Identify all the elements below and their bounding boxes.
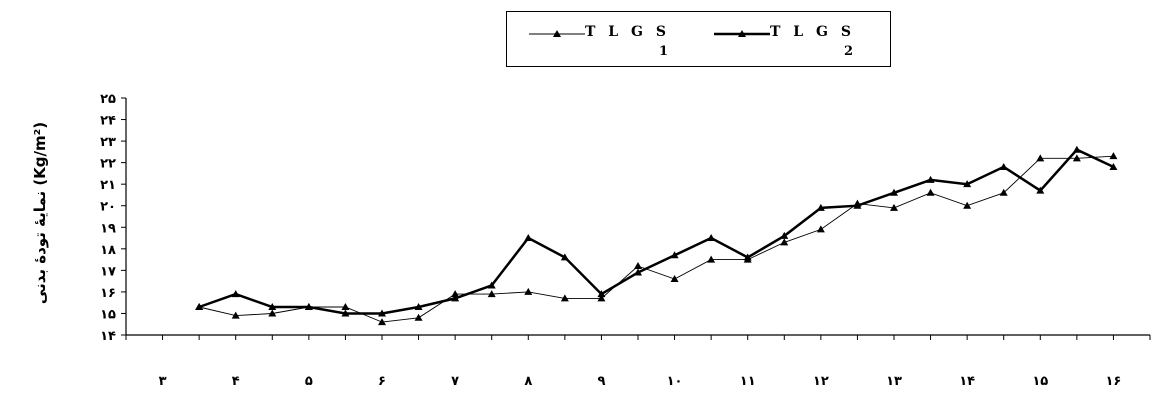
series-2-point xyxy=(1072,145,1081,153)
series-1-point xyxy=(378,318,386,326)
tick-marks xyxy=(121,97,1151,340)
series-1-point xyxy=(1072,154,1081,162)
series-1-point xyxy=(926,188,935,196)
series-1-point xyxy=(707,255,716,263)
series-2-point xyxy=(378,309,386,317)
x-tick-label: ۹ xyxy=(597,374,605,389)
legend-sub-2: 2 xyxy=(844,44,854,59)
x-tick-label: ۱۶ xyxy=(1105,374,1121,389)
series-1-point xyxy=(451,290,460,298)
x-tick-label: ۱۲ xyxy=(813,374,829,389)
series-2-point xyxy=(853,201,862,209)
legend-swatch-2 xyxy=(714,30,770,37)
series-2-point xyxy=(487,281,496,289)
legend-sub-1: 1 xyxy=(659,44,669,59)
y-tick-label: ۲۲ xyxy=(100,157,116,172)
series-2-point xyxy=(231,290,240,298)
series-1-point xyxy=(414,313,423,321)
series-2-point xyxy=(890,188,898,196)
y-tick-label: ۲۴ xyxy=(100,114,116,129)
series-2-point xyxy=(268,302,277,310)
legend: T L G S 1 T L G S 2 xyxy=(506,11,891,67)
series-2-point xyxy=(963,180,972,188)
series-line-2 xyxy=(198,148,1114,315)
y-tick-label: ۲۳ xyxy=(100,135,116,150)
y-tick-label: ۲۵ xyxy=(100,92,116,107)
series-2-point xyxy=(524,234,533,242)
series-1-point xyxy=(890,203,898,211)
x-tick-label: ۱۵ xyxy=(1032,374,1048,389)
series-1-point xyxy=(816,225,825,233)
y-tick-label: ۲۰ xyxy=(100,200,116,215)
series-1-point xyxy=(634,262,642,270)
series-2-point xyxy=(195,302,204,310)
legend-entry-1: T L G S 1 xyxy=(527,18,697,59)
y-tick-label: ۲۱ xyxy=(100,178,116,193)
series-2-point xyxy=(597,290,606,298)
x-tick-label: ۱۰ xyxy=(667,374,683,389)
y-tick-label: ۱۸ xyxy=(100,243,116,258)
series-2-point xyxy=(780,231,789,239)
series-2-point xyxy=(451,294,460,302)
series-2-point xyxy=(304,302,313,310)
series-2-point xyxy=(1036,186,1045,194)
x-tick-label: ۱۱ xyxy=(740,374,756,389)
legend-entry-2: T L G S 2 xyxy=(712,18,882,59)
series-2-point xyxy=(816,203,825,211)
series-1-point xyxy=(780,238,789,246)
series-1-point xyxy=(1109,152,1118,160)
x-tick-label: ۶ xyxy=(378,374,386,389)
series-1-point xyxy=(231,311,240,319)
x-tick-label: ۱۴ xyxy=(959,374,975,389)
y-tick-label: ۱۹ xyxy=(100,221,116,236)
series-markers xyxy=(195,145,1118,326)
series-2-point xyxy=(707,234,716,242)
y-tick-label: ۱۶ xyxy=(100,286,116,301)
series-1-point xyxy=(670,274,679,282)
series-2-point xyxy=(634,268,642,276)
series-1-point xyxy=(597,294,606,302)
y-tick-label: ۱۵ xyxy=(100,307,116,322)
series-lines xyxy=(198,148,1114,323)
y-tick-label: ۱۷ xyxy=(100,264,116,279)
legend-label-1: T L G S xyxy=(585,24,670,40)
series-1-point xyxy=(524,287,533,295)
series-2-point xyxy=(560,253,569,261)
x-tick-label: ۳ xyxy=(159,374,167,389)
series-1-point xyxy=(963,201,972,209)
series-1-point xyxy=(560,294,569,302)
x-tick-label: ۵ xyxy=(305,374,313,389)
y-axis-label-text: نمایهٔ تودهٔ بدنی (Kg/m²) xyxy=(31,121,49,305)
x-tick-label: ۴ xyxy=(232,374,240,389)
tick-labels: ۱۴ ۱۵ ۱۶ ۱۷ ۱۸ ۱۹ ۲۰ ۲۱ ۲۲ ۲۳ ۲۴ ۲۵ ۳ ۴ ۵ ۶ ۷ ۸ ۹ ۱۰ ۱۱ ۱۲ ۱۳ ۱… xyxy=(100,92,1121,389)
series-line-1 xyxy=(198,155,1114,323)
legend-label-2: T L G S xyxy=(770,24,855,40)
series-2-point xyxy=(999,162,1008,170)
axes xyxy=(125,98,1150,336)
series-1-point xyxy=(487,290,496,298)
series-2-point xyxy=(670,251,679,259)
series-2-point xyxy=(743,253,752,261)
series-2-point xyxy=(1109,162,1118,170)
series-1-point xyxy=(999,188,1008,196)
series-2-point xyxy=(926,175,935,183)
series-2-point xyxy=(414,302,423,310)
series-2-point xyxy=(341,309,350,317)
series-1-point xyxy=(1036,154,1045,162)
series-1-point xyxy=(268,309,277,317)
legend-swatch-1 xyxy=(529,30,585,37)
x-tick-label: ۷ xyxy=(451,374,459,389)
x-tick-label: ۸ xyxy=(524,374,532,389)
x-tick-label: ۱۳ xyxy=(886,374,902,389)
y-tick-label: ۱۴ xyxy=(100,329,116,344)
series-1-point xyxy=(341,302,350,310)
